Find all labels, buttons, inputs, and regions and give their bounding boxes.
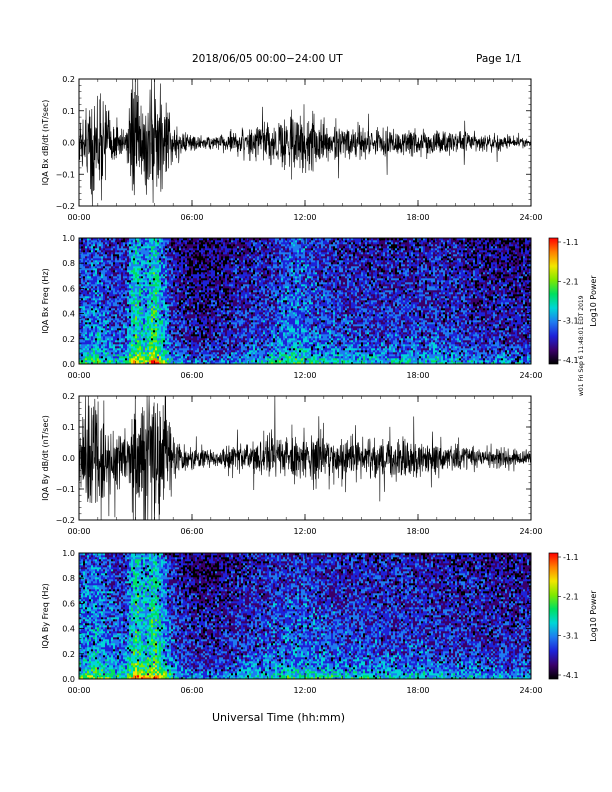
y-tick-label: 0.0 xyxy=(62,454,75,463)
x-tick-label: 00:00 xyxy=(67,686,90,695)
y-tick-label: 0.2 xyxy=(62,335,75,344)
y-tick-label: 0.4 xyxy=(62,625,75,634)
colorbar-tick-label: -3.1 xyxy=(563,632,579,641)
y-axis-label: IQA Bx Freq (Hz) xyxy=(41,268,50,334)
y-tick-label: 0.1 xyxy=(62,423,75,432)
x-tick-label: 12:00 xyxy=(293,213,316,222)
y-tick-label: −0.2 xyxy=(56,516,75,525)
y-tick-label: 0.2 xyxy=(62,650,75,659)
y-tick-label: 0.8 xyxy=(62,259,75,268)
y-tick-label: 0.2 xyxy=(62,392,75,401)
y-tick-label: 0.1 xyxy=(62,107,75,116)
x-axis-label: Universal Time (hh:mm) xyxy=(212,711,345,724)
bx-spectrogram: 1.0 0.8 0.6 0.4 0.2 0.0 00:00 06:00 12:00 18:00 24… xyxy=(41,234,543,380)
y-tick-label: 1.0 xyxy=(62,549,75,558)
x-tick-label: 00:00 xyxy=(67,371,90,380)
y-tick-label: 0.0 xyxy=(62,139,75,148)
spectrogram-cells xyxy=(79,553,531,679)
y-axis-label: IQA Bx dB/dt (nT/sec) xyxy=(41,100,50,186)
x-tick-label: 06:00 xyxy=(180,371,203,380)
x-tick-label: 18:00 xyxy=(406,527,429,536)
colorbar-label: Log10 Power xyxy=(589,590,598,642)
y-tick-label: 0.6 xyxy=(62,599,75,608)
colorbar: -1.1 -2.1 -3.1 -4.1 Log10 Power xyxy=(549,553,598,680)
y-tick-label: −0.1 xyxy=(56,485,75,494)
y-tick-label: 1.0 xyxy=(62,234,75,243)
y-tick-label: 0.8 xyxy=(62,574,75,583)
x-tick-label: 24:00 xyxy=(519,686,542,695)
colorbar-tick-label: -1.1 xyxy=(563,553,579,562)
x-tick-label: 24:00 xyxy=(519,213,542,222)
y-tick-label: −0.2 xyxy=(56,202,75,211)
colorbar-tick-label: -2.1 xyxy=(563,592,579,601)
y-tick-label: 0.2 xyxy=(62,75,75,84)
colorbar-gradient xyxy=(549,553,558,679)
timestamp-note: w01 Fri Sep 6 11:48:01 EDT 2019 xyxy=(578,295,585,396)
x-tick-label: 18:00 xyxy=(406,213,429,222)
x-tick-label: 00:00 xyxy=(67,527,90,536)
colorbar-tick-label: -4.1 xyxy=(563,671,579,680)
y-axis-label: IQA By dB/dt (nT/sec) xyxy=(41,415,50,501)
plot-canvas: 0.2 0.1 0.0 −0.1 −0.2 00:00 06:00 12:00 18:00 24:… xyxy=(0,0,612,792)
x-tick-label: 24:00 xyxy=(519,371,542,380)
x-tick-label: 06:00 xyxy=(180,686,203,695)
y-tick-label: −0.1 xyxy=(56,170,75,179)
colorbar-label: Log10 Power xyxy=(589,275,598,327)
x-tick-label: 12:00 xyxy=(293,527,316,536)
x-tick-label: 00:00 xyxy=(67,213,90,222)
spectrogram-cells xyxy=(79,238,531,364)
colorbar-tick-label: -3.1 xyxy=(563,317,579,326)
x-tick-label: 18:00 xyxy=(406,371,429,380)
y-tick-label: 0.6 xyxy=(62,284,75,293)
x-tick-label: 24:00 xyxy=(519,527,542,536)
x-tick-label: 18:00 xyxy=(406,686,429,695)
x-tick-label: 12:00 xyxy=(293,371,316,380)
x-tick-label: 12:00 xyxy=(293,686,316,695)
y-axis-label: IQA By Freq (Hz) xyxy=(41,583,50,649)
by-spectrogram: 1.0 0.8 0.6 0.4 0.2 0.0 00:00 06:00 12:00 18:00 24… xyxy=(41,549,543,695)
x-tick-label: 06:00 xyxy=(180,527,203,536)
y-tick-label: 0.0 xyxy=(62,675,75,684)
colorbar: -1.1 -2.1 -3.1 -4.1 Log10 Power xyxy=(549,238,598,365)
x-tick-label: 06:00 xyxy=(180,213,203,222)
by-time-series: 0.2 0.1 0.0 −0.1 −0.2 00:00 06:00 12:00 18:00 24:… xyxy=(41,392,543,536)
bx-time-series: 0.2 0.1 0.0 −0.1 −0.2 00:00 06:00 12:00 18:00 24:… xyxy=(41,75,543,222)
colorbar-gradient xyxy=(549,238,558,364)
y-tick-label: 0.4 xyxy=(62,310,75,319)
colorbar-tick-label: -4.1 xyxy=(563,356,579,365)
colorbar-tick-label: -1.1 xyxy=(563,238,579,247)
colorbar-tick-label: -2.1 xyxy=(563,277,579,286)
y-tick-label: 0.0 xyxy=(62,360,75,369)
